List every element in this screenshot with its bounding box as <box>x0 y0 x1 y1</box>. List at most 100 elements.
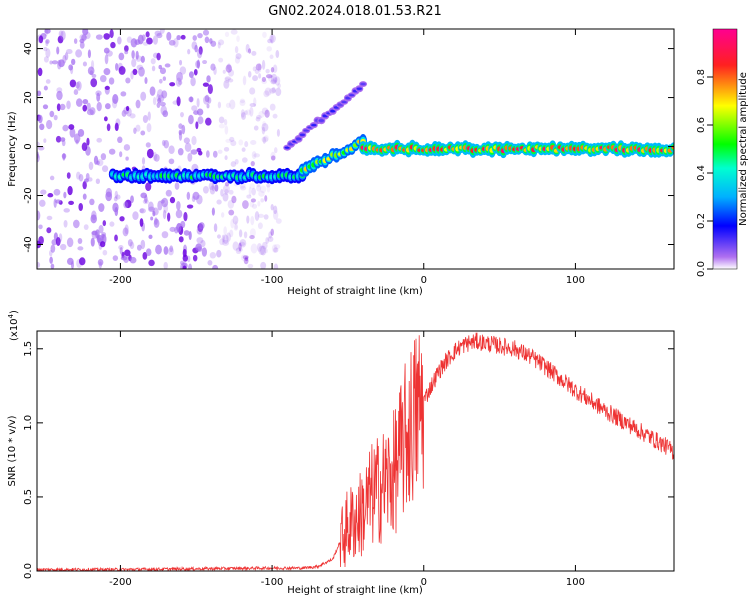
noise-mark <box>266 46 272 52</box>
noise-mark <box>224 76 232 81</box>
noise-mark <box>145 142 151 148</box>
noise-mark <box>260 261 267 269</box>
noise-mark <box>196 59 200 69</box>
noise-mark <box>256 242 262 252</box>
noise-mark <box>272 64 278 73</box>
noise-mark <box>273 147 278 154</box>
noise-mark <box>240 109 245 118</box>
snr-line <box>37 332 674 571</box>
noise-mark <box>119 246 123 255</box>
noise-mark <box>227 200 235 209</box>
noise-mark <box>252 75 258 82</box>
noise-mark <box>265 68 270 74</box>
noise-mark <box>95 34 103 40</box>
noise-mark <box>103 68 111 76</box>
noise-mark <box>131 58 137 68</box>
noise-mark <box>123 144 131 151</box>
noise-mark <box>202 82 209 87</box>
noise-mark <box>224 77 230 84</box>
noise-mark <box>223 226 228 236</box>
noise-mark <box>86 109 94 116</box>
noise-mark <box>104 85 110 90</box>
noise-mark <box>150 58 156 65</box>
noise-mark <box>205 150 210 158</box>
noise-mark <box>187 48 191 55</box>
noise-mark <box>197 116 204 125</box>
noise-mark <box>159 29 165 34</box>
noise-mark <box>45 79 51 84</box>
noise-mark <box>140 239 146 250</box>
noise-mark <box>109 29 114 39</box>
noise-mark <box>152 207 159 216</box>
noise-mark <box>55 237 61 246</box>
noise-mark <box>173 38 179 48</box>
noise-mark <box>91 210 97 221</box>
noise-mark <box>268 231 273 239</box>
noise-mark <box>110 41 116 49</box>
noise-mark <box>112 98 118 109</box>
noise-mark <box>114 234 118 242</box>
noise-mark <box>261 122 269 132</box>
noise-mark <box>250 198 256 203</box>
noise-mark <box>66 237 74 248</box>
noise-mark <box>104 103 111 110</box>
noise-mark <box>230 140 237 147</box>
noise-mark <box>228 209 235 216</box>
noise-mark <box>253 97 257 107</box>
noise-mark <box>224 155 228 161</box>
noise-mark <box>65 49 73 55</box>
colorbar-tick-label: 0.6 <box>696 117 707 133</box>
noise-mark <box>186 204 194 209</box>
noise-mark <box>180 112 184 118</box>
noise-mark <box>250 243 258 254</box>
noise-mark <box>118 52 125 61</box>
noise-mark <box>202 60 208 65</box>
noise-mark <box>261 126 266 135</box>
noise-mark <box>56 87 63 93</box>
noise-mark <box>163 261 168 269</box>
noise-mark <box>249 228 256 237</box>
noise-mark <box>75 98 83 107</box>
noise-mark <box>124 50 129 55</box>
noise-mark <box>37 210 41 221</box>
noise-mark <box>183 230 190 236</box>
noise-mark <box>168 158 175 165</box>
noise-mark <box>148 234 153 240</box>
noise-mark <box>202 29 210 36</box>
noise-mark <box>210 63 216 71</box>
noise-mark <box>248 48 252 54</box>
noise-mark <box>81 34 87 41</box>
noise-mark <box>157 97 162 104</box>
noise-mark <box>62 124 69 132</box>
noise-mark <box>197 33 203 39</box>
noise-mark <box>63 191 67 199</box>
noise-mark <box>182 254 188 262</box>
noise-mark <box>195 121 199 130</box>
noise-mark <box>211 181 215 192</box>
spectrogram-x-label: Height of straight line (km) <box>287 286 423 297</box>
noise-mark <box>243 231 248 239</box>
noise-mark <box>117 36 122 45</box>
noise-mark <box>49 249 53 257</box>
noise-mark <box>96 92 101 102</box>
noise-mark <box>159 101 166 107</box>
noise-mark <box>165 189 172 197</box>
noise-mark <box>105 187 112 198</box>
noise-mark <box>119 151 123 158</box>
noise-mark <box>265 74 273 79</box>
noise-mark <box>234 46 239 54</box>
noise-mark <box>152 96 157 106</box>
noise-mark <box>233 224 239 231</box>
noise-mark <box>262 31 267 38</box>
noise-mark <box>249 183 256 190</box>
noise-mark <box>43 85 48 91</box>
noise-mark <box>169 245 174 253</box>
noise-mark <box>248 186 252 197</box>
noise-mark <box>137 34 144 45</box>
noise-mark <box>87 49 91 59</box>
noise-mark <box>241 254 247 261</box>
noise-mark <box>276 128 280 137</box>
noise-mark <box>39 199 46 207</box>
noise-mark <box>244 141 249 148</box>
noise-mark <box>146 37 153 45</box>
